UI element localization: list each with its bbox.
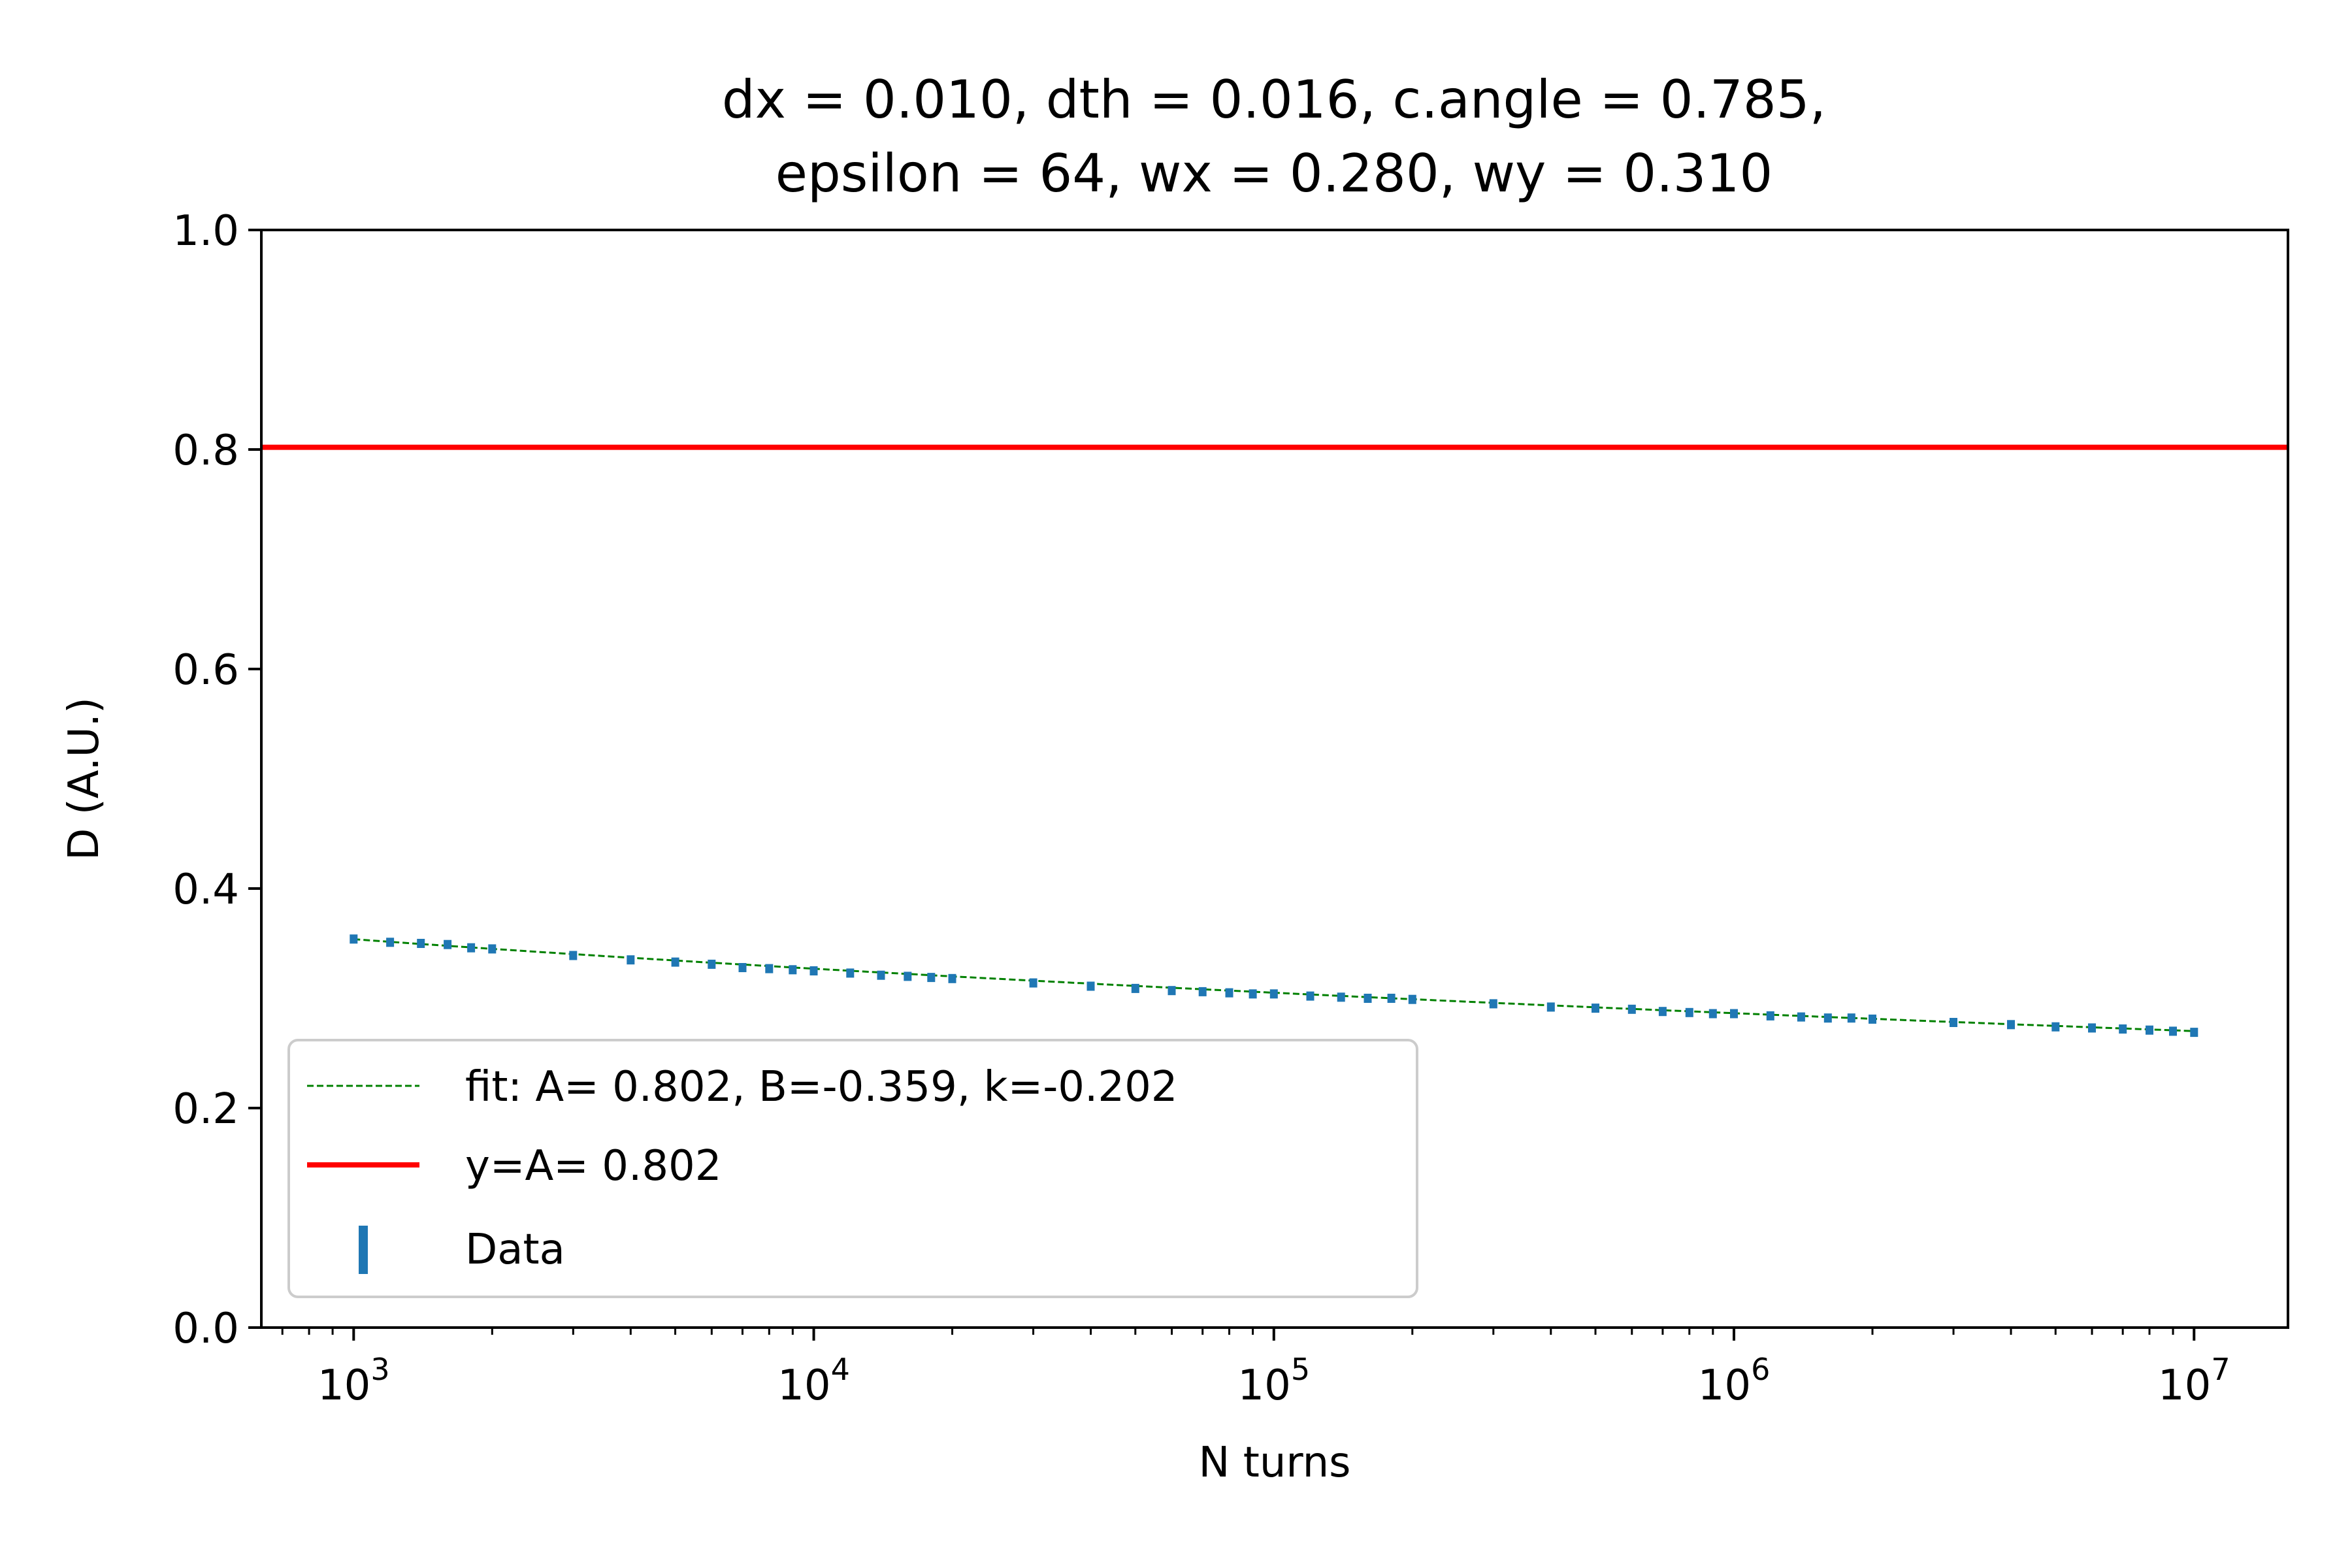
data-point	[877, 970, 885, 980]
x-axis-ticks: 103 104 105 106 107	[281, 1328, 2230, 1410]
data-point	[1168, 986, 1176, 996]
x-axis-label: N turns	[1199, 1439, 1351, 1487]
y-tick-label: 0.4	[172, 866, 239, 914]
data-point	[1306, 991, 1315, 1001]
data-point	[488, 944, 497, 954]
x-tick-label: 104	[777, 1352, 850, 1410]
legend-box	[287, 1039, 1418, 1298]
y-tick-label: 0.8	[172, 427, 239, 475]
legend-data-label: Data	[465, 1226, 565, 1274]
data-point	[1029, 978, 1037, 988]
data-point	[1797, 1012, 1805, 1022]
data-point	[765, 964, 774, 973]
plot-marks	[261, 444, 2288, 1037]
data-point	[846, 968, 855, 978]
y-axis-label: D (A.U.)	[60, 697, 108, 860]
data-point	[948, 973, 956, 983]
data-point	[1337, 992, 1345, 1002]
data-point	[1269, 989, 1278, 999]
data-point	[1387, 994, 1396, 1003]
plot-frame	[260, 229, 2289, 1329]
data-point	[708, 959, 716, 969]
chart-title-line-1: dx = 0.010, dth = 0.016, c.angle = 0.785…	[722, 69, 1826, 130]
data-point	[2119, 1024, 2127, 1034]
legend-data-marker	[359, 1226, 368, 1274]
legend-hline-label: y=A= 0.802	[465, 1142, 721, 1190]
data-point	[738, 963, 747, 972]
x-tick-label: 105	[1237, 1352, 1310, 1410]
legend: fit: A= 0.802, B=-0.359, k=-0.202 y=A= 0…	[287, 1039, 1418, 1298]
data-point	[904, 972, 912, 981]
data-point	[789, 965, 797, 975]
data-point	[809, 966, 818, 975]
data-point	[417, 939, 425, 948]
data-point	[350, 934, 358, 944]
data-point	[1364, 994, 1372, 1003]
data-point	[627, 955, 635, 965]
y-tick-label: 0.0	[172, 1305, 239, 1353]
x-tick-label: 106	[1698, 1352, 1771, 1410]
data-point	[1869, 1014, 1876, 1024]
data-point	[927, 973, 936, 983]
data-point	[569, 951, 578, 960]
x-tick-label: 107	[2158, 1352, 2230, 1410]
data-point	[1950, 1018, 1957, 1027]
data-point	[1708, 1009, 1717, 1019]
data-point	[1766, 1011, 1774, 1021]
data-point	[444, 939, 452, 949]
data-point	[2190, 1028, 2198, 1037]
data-point	[1408, 994, 1416, 1004]
data-point	[467, 943, 476, 953]
data-point	[1249, 989, 1257, 999]
data-point	[2088, 1023, 2096, 1033]
data-point	[1730, 1009, 1738, 1019]
data-point	[2146, 1025, 2153, 1035]
x-tick-label: 103	[318, 1352, 390, 1410]
y-tick-label: 0.6	[172, 646, 239, 694]
data-point	[2169, 1026, 2177, 1036]
data-point	[1627, 1004, 1636, 1014]
data-point	[2051, 1022, 2060, 1032]
data-point	[1546, 1002, 1555, 1012]
data-point	[2007, 1020, 2015, 1030]
data-point	[386, 938, 395, 947]
data-point	[1823, 1013, 1832, 1023]
data-point	[1131, 983, 1139, 993]
data-point	[671, 957, 679, 967]
data-point	[1592, 1004, 1599, 1013]
chart-title-line-2: epsilon = 64, wx = 0.280, wy = 0.310	[776, 143, 1773, 204]
y-tick-label: 0.2	[172, 1085, 239, 1134]
legend-fit-label: fit: A= 0.802, B=-0.359, k=-0.202	[465, 1063, 1178, 1111]
y-axis-ticks: 0.0 0.2 0.4 0.6 0.8 1.0	[172, 207, 261, 1353]
data-point	[1198, 987, 1207, 996]
data-point	[1847, 1013, 1855, 1023]
data-point	[1658, 1007, 1667, 1017]
data-point	[1685, 1007, 1693, 1017]
data-point	[1489, 999, 1497, 1009]
data-point	[1225, 988, 1233, 998]
y-tick-label: 1.0	[172, 207, 239, 255]
data-point	[1086, 981, 1095, 991]
